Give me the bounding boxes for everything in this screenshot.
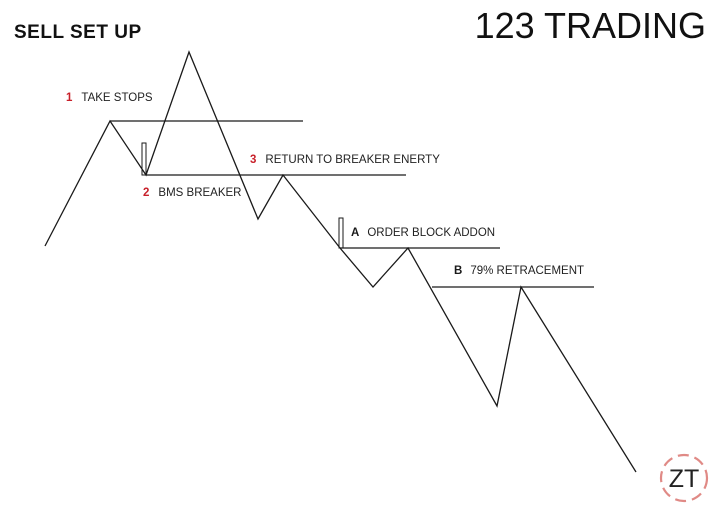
- bms-breaker-text: BMS BREAKER: [158, 187, 241, 199]
- order-block-candle-marker: [338, 217, 344, 249]
- take-stops-number: 1: [66, 92, 73, 104]
- diagram-title: SELL SET UP: [14, 22, 142, 43]
- logo-text: ZT: [669, 465, 700, 493]
- return-to-breaker-label: 3 RETURN TO BREAKER ENERTY: [250, 150, 440, 167]
- retracement-text: 79% RETRACEMENT: [470, 265, 584, 277]
- price-path-line: [44, 50, 637, 473]
- order-block-addon-letter: A: [351, 227, 359, 239]
- bms-breaker-label: 2 BMS BREAKER: [143, 183, 241, 200]
- return-to-breaker-number: 3: [250, 154, 256, 166]
- logo-ring-icon: [659, 453, 709, 503]
- return-to-breaker-text: RETURN TO BREAKER ENERTY: [265, 154, 440, 166]
- brand-title: 123 TRADING: [475, 5, 706, 46]
- take-stops-text: TAKE STOPS: [81, 92, 152, 104]
- bms-breaker-number: 2: [143, 187, 149, 199]
- order-block-addon-text: ORDER BLOCK ADDON: [367, 227, 495, 239]
- zt-logo: ZT: [659, 453, 709, 503]
- order-block-addon-label: A ORDER BLOCK ADDON: [351, 223, 495, 240]
- retracement-label: B 79% RETRACEMENT: [454, 261, 584, 278]
- retracement-letter: B: [454, 265, 462, 277]
- take-stops-label: 1 TAKE STOPS: [66, 88, 153, 105]
- bms-breaker-candle-marker: [141, 142, 147, 176]
